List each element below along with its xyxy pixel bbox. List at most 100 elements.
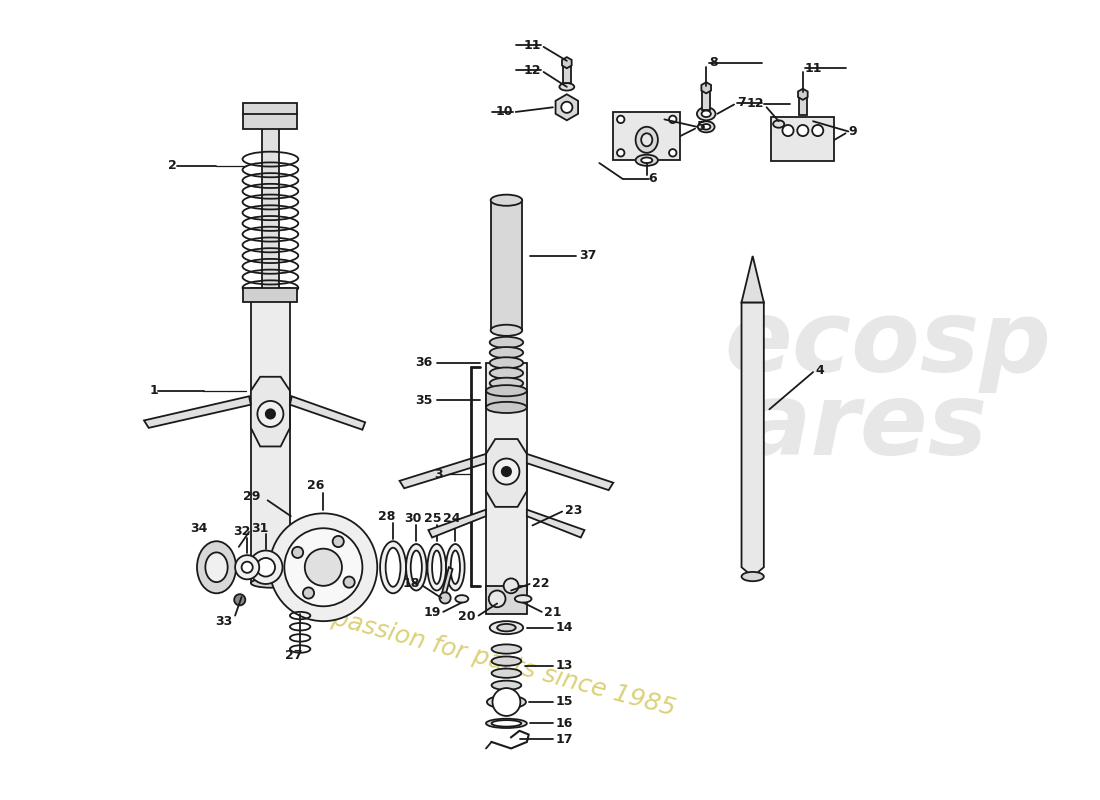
Circle shape	[494, 458, 519, 485]
Text: 12: 12	[524, 64, 541, 77]
Ellipse shape	[451, 550, 460, 584]
Text: 28: 28	[378, 510, 395, 522]
Polygon shape	[562, 57, 572, 68]
Text: 16: 16	[556, 717, 573, 730]
Polygon shape	[144, 396, 251, 428]
Polygon shape	[290, 396, 365, 430]
Text: 30: 30	[404, 511, 421, 525]
Ellipse shape	[702, 110, 711, 117]
Polygon shape	[399, 454, 486, 488]
Ellipse shape	[251, 578, 290, 588]
Polygon shape	[741, 302, 763, 577]
Ellipse shape	[490, 621, 524, 634]
Ellipse shape	[490, 378, 524, 389]
Ellipse shape	[492, 681, 521, 690]
Circle shape	[302, 587, 315, 598]
Text: 14: 14	[556, 621, 573, 634]
Ellipse shape	[432, 550, 441, 584]
Text: ares: ares	[744, 379, 988, 476]
Text: ecosp: ecosp	[725, 296, 1052, 393]
Text: 34: 34	[190, 522, 207, 534]
Bar	[491, 200, 522, 330]
Circle shape	[488, 590, 506, 607]
Polygon shape	[741, 256, 763, 302]
Circle shape	[504, 578, 518, 594]
Text: 27: 27	[285, 649, 303, 662]
Bar	[771, 117, 835, 161]
Circle shape	[305, 549, 342, 586]
Ellipse shape	[197, 542, 236, 594]
Ellipse shape	[486, 385, 527, 396]
Circle shape	[235, 555, 260, 579]
Ellipse shape	[697, 107, 715, 120]
Circle shape	[669, 116, 676, 123]
Text: 3: 3	[434, 468, 443, 481]
Ellipse shape	[446, 544, 464, 590]
Text: 36: 36	[415, 356, 432, 370]
Ellipse shape	[636, 154, 658, 166]
Circle shape	[812, 125, 823, 136]
Text: 13: 13	[556, 659, 573, 672]
Ellipse shape	[381, 542, 406, 594]
Ellipse shape	[490, 347, 524, 358]
Circle shape	[249, 550, 283, 584]
Text: a passion for parts since 1985: a passion for parts since 1985	[307, 600, 678, 721]
Text: 31: 31	[252, 522, 268, 534]
Polygon shape	[428, 510, 486, 538]
Text: 11: 11	[524, 38, 541, 51]
Text: 1: 1	[150, 384, 158, 398]
Text: 20: 20	[459, 610, 476, 623]
Polygon shape	[441, 567, 452, 597]
Ellipse shape	[492, 644, 521, 654]
Text: 10: 10	[495, 106, 513, 118]
Text: 25: 25	[425, 511, 442, 525]
Text: 22: 22	[532, 577, 550, 590]
Circle shape	[561, 102, 572, 113]
Bar	[486, 390, 527, 407]
Circle shape	[284, 528, 362, 606]
Ellipse shape	[697, 122, 715, 132]
Text: 37: 37	[579, 250, 596, 262]
Circle shape	[502, 467, 512, 476]
Text: 23: 23	[565, 504, 582, 517]
Text: 6: 6	[649, 172, 657, 186]
Text: 29: 29	[243, 490, 261, 503]
Circle shape	[266, 410, 275, 418]
Text: 17: 17	[556, 733, 573, 746]
Polygon shape	[527, 454, 614, 490]
Polygon shape	[798, 89, 807, 100]
Circle shape	[242, 562, 253, 573]
Ellipse shape	[487, 695, 526, 709]
Ellipse shape	[490, 367, 524, 378]
Circle shape	[669, 149, 676, 157]
Circle shape	[617, 116, 625, 123]
Ellipse shape	[641, 134, 652, 146]
Circle shape	[270, 514, 377, 621]
Circle shape	[257, 401, 284, 427]
Text: 18: 18	[403, 578, 420, 590]
Ellipse shape	[491, 325, 522, 336]
Circle shape	[798, 125, 808, 136]
Circle shape	[617, 149, 625, 157]
Polygon shape	[556, 94, 579, 120]
Circle shape	[782, 125, 793, 136]
Ellipse shape	[428, 544, 446, 590]
Ellipse shape	[455, 595, 469, 602]
Ellipse shape	[641, 158, 652, 163]
Ellipse shape	[636, 127, 658, 153]
Text: 32: 32	[233, 526, 251, 538]
Text: 7: 7	[737, 96, 746, 109]
Ellipse shape	[491, 194, 522, 206]
Bar	[243, 112, 297, 129]
Ellipse shape	[492, 720, 521, 726]
Circle shape	[343, 577, 354, 588]
Circle shape	[256, 558, 275, 577]
Ellipse shape	[490, 337, 524, 348]
Circle shape	[440, 592, 451, 603]
Bar	[251, 562, 290, 583]
Text: 21: 21	[543, 606, 561, 619]
Ellipse shape	[486, 718, 527, 728]
Text: 19: 19	[424, 606, 440, 619]
Ellipse shape	[741, 572, 763, 581]
Polygon shape	[527, 510, 584, 538]
